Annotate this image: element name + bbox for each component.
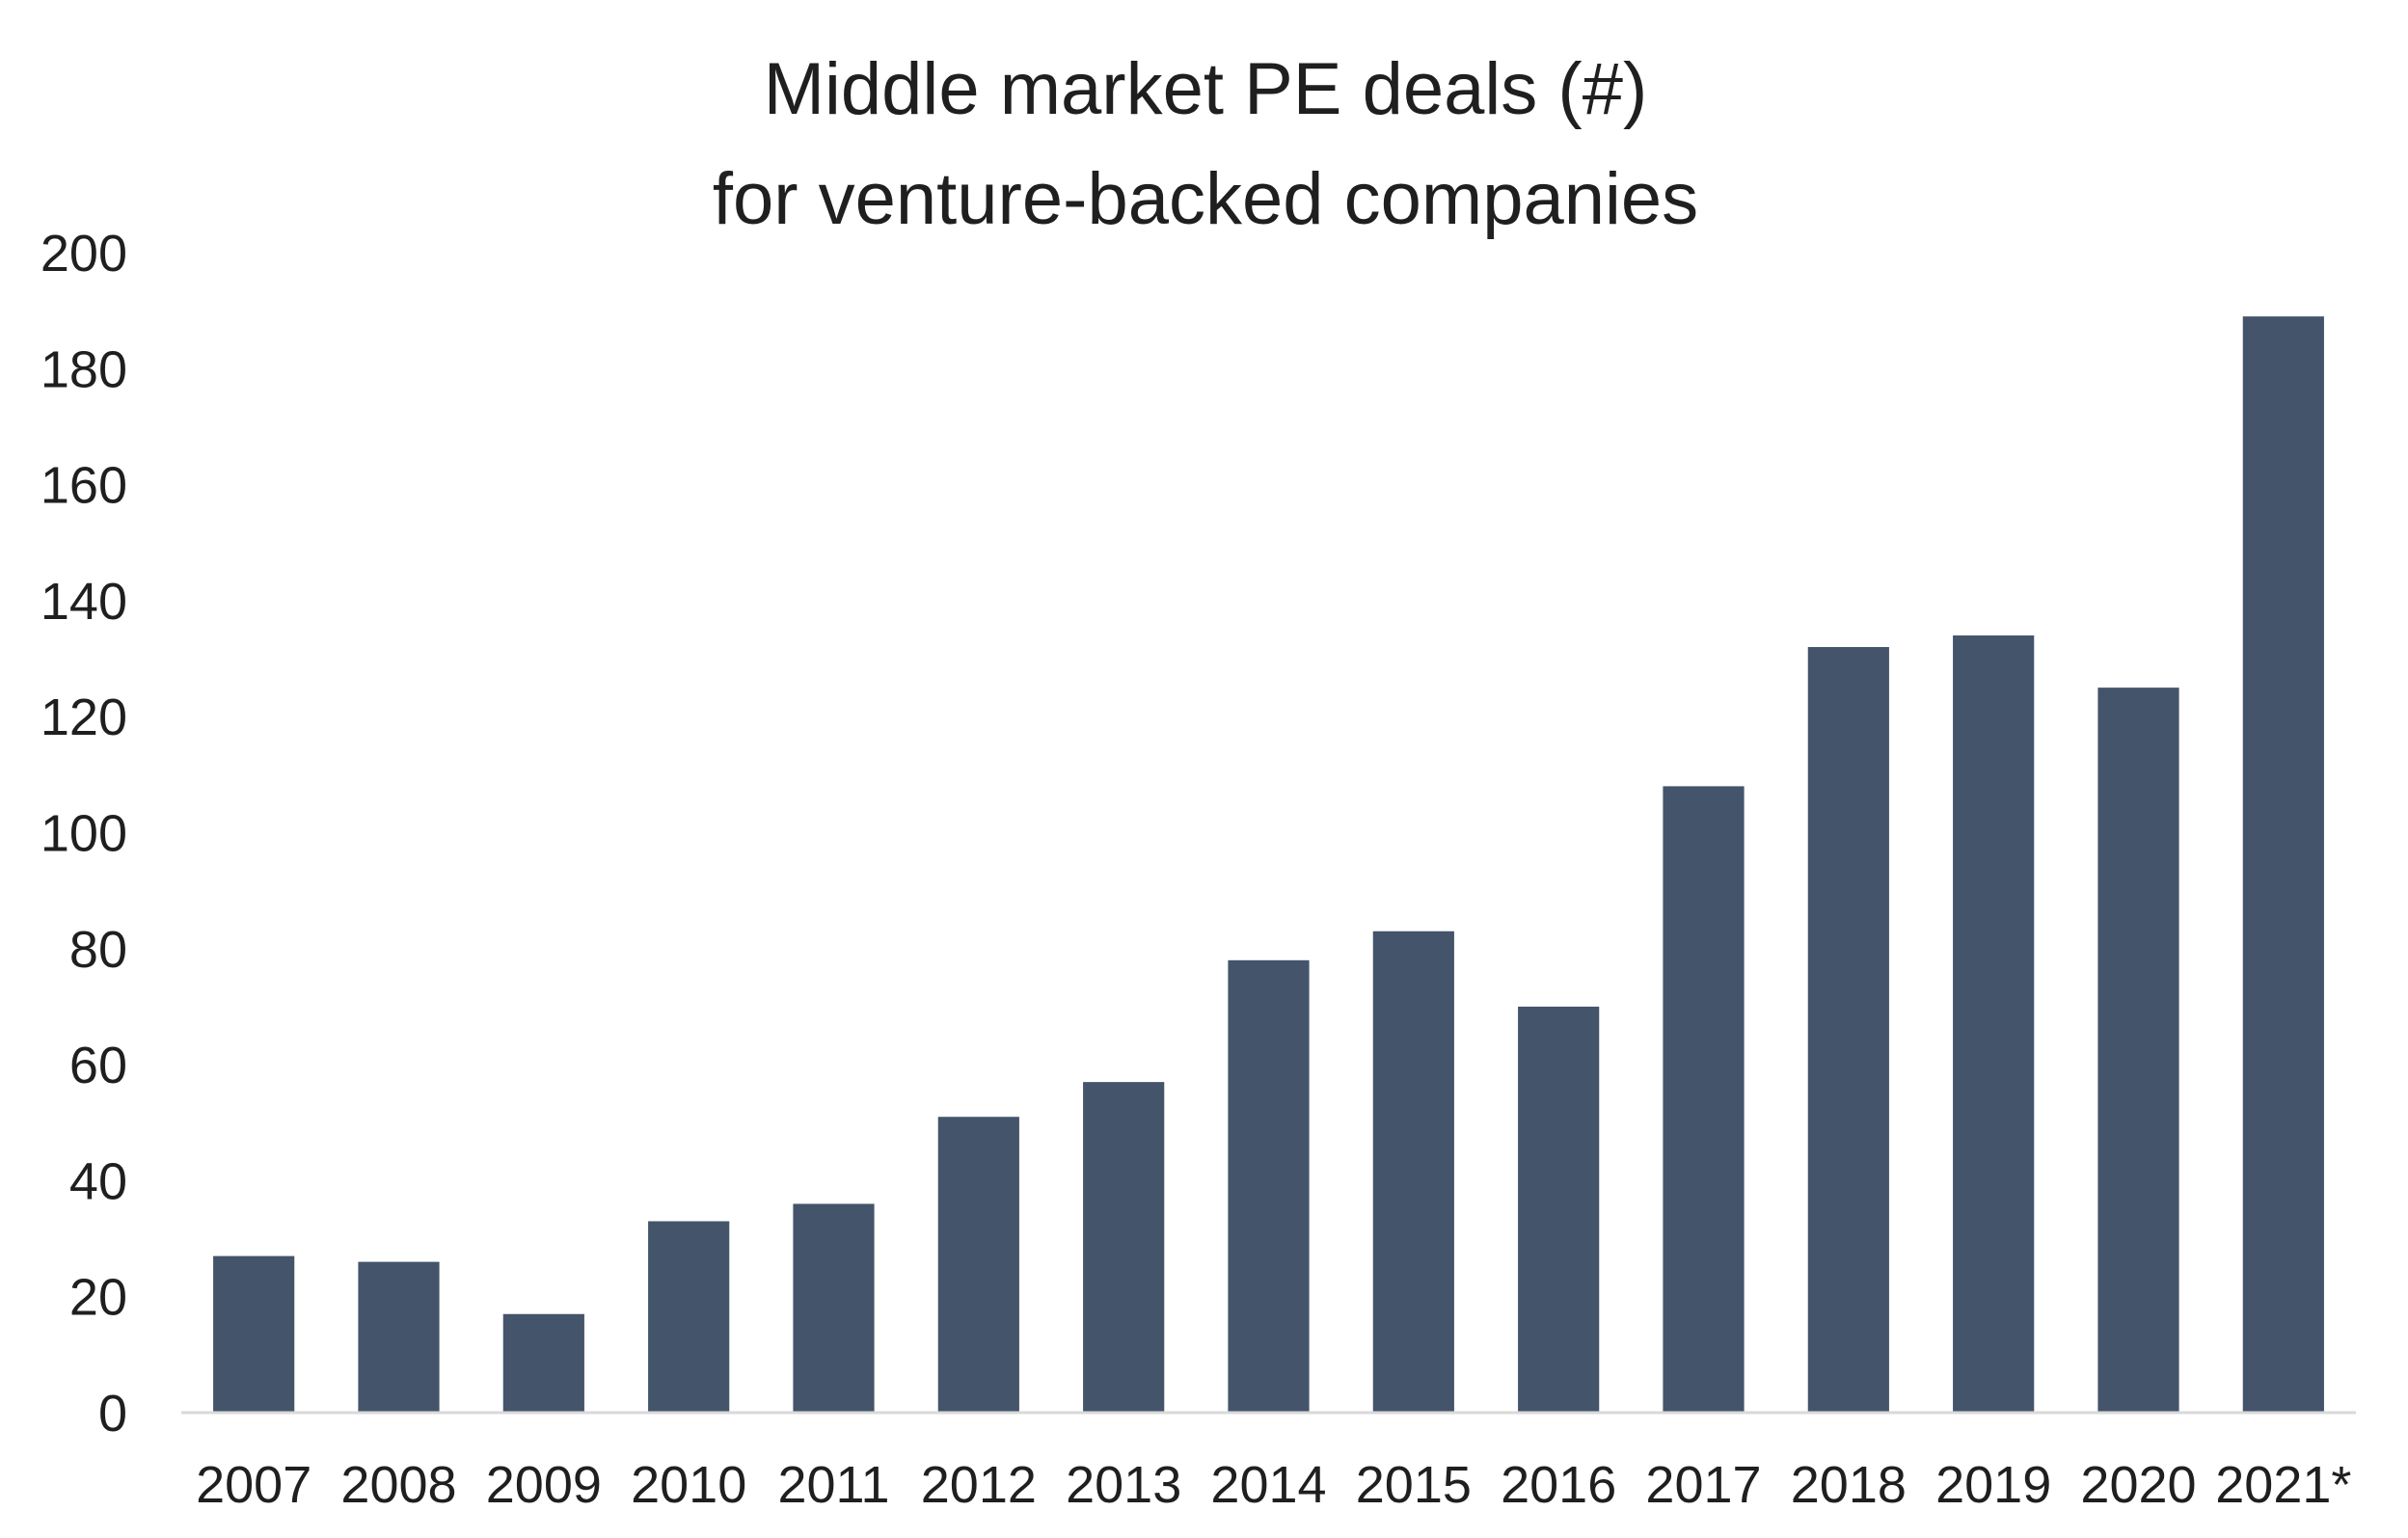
bar-2007: [213, 1255, 295, 1413]
bar-2010: [648, 1221, 730, 1413]
y-tick-label: 120: [41, 688, 127, 746]
y-tick-label: 60: [69, 1037, 127, 1094]
x-tick-label: 2012: [921, 1456, 1037, 1514]
x-tick-label: 2021*: [2215, 1456, 2351, 1514]
bar-series: [213, 316, 2324, 1413]
x-tick-label: 2019: [1935, 1456, 2051, 1514]
bar-2014: [1228, 959, 1310, 1413]
x-tick-label: 2010: [631, 1456, 746, 1514]
x-axis: 2007 2008 2009 2010 2011 2012 2013 2014 2015 2016…: [196, 1456, 2351, 1514]
y-tick-label: 180: [41, 340, 127, 398]
y-tick-label: 80: [69, 921, 127, 979]
y-tick-label: 40: [69, 1152, 127, 1210]
x-tick-label: 2008: [340, 1456, 456, 1514]
x-tick-label: 2014: [1210, 1456, 1326, 1514]
bar-2009: [502, 1313, 584, 1413]
bar-2016: [1518, 1006, 1600, 1413]
y-axis: 0 20 40 60 80 100 120 140 160 180 200: [41, 225, 127, 1443]
bar-2012: [937, 1117, 1019, 1413]
bar-2011: [793, 1203, 875, 1413]
chart-title: Middle market PE deals (#): [764, 48, 1648, 130]
x-tick-label: 2009: [486, 1456, 602, 1514]
x-tick-label: 2020: [2080, 1456, 2196, 1514]
y-tick-label: 200: [41, 225, 127, 283]
x-tick-label: 2011: [777, 1456, 889, 1514]
bar-2018: [1807, 647, 1889, 1413]
bar-2015: [1372, 931, 1454, 1413]
bar-2008: [358, 1261, 440, 1413]
x-tick-label: 2013: [1066, 1456, 1181, 1514]
x-tick-label: 2017: [1645, 1456, 1761, 1514]
y-tick-label: 140: [41, 573, 127, 631]
bar-2019: [1953, 634, 2035, 1413]
x-tick-label: 2015: [1356, 1456, 1472, 1514]
x-tick-label: 2018: [1791, 1456, 1907, 1514]
y-tick-label: 20: [69, 1269, 127, 1327]
bar-2020: [2097, 688, 2179, 1413]
chart-subtitle: for venture-backed companies: [713, 158, 1698, 240]
y-tick-label: 0: [98, 1385, 127, 1443]
y-tick-label: 100: [41, 805, 127, 863]
bar-2017: [1663, 786, 1745, 1413]
bar-2021*: [2242, 316, 2324, 1413]
x-tick-label: 2016: [1501, 1456, 1616, 1514]
y-tick-label: 160: [41, 457, 127, 515]
x-tick-label: 2007: [196, 1456, 311, 1514]
bar-2013: [1083, 1082, 1165, 1413]
